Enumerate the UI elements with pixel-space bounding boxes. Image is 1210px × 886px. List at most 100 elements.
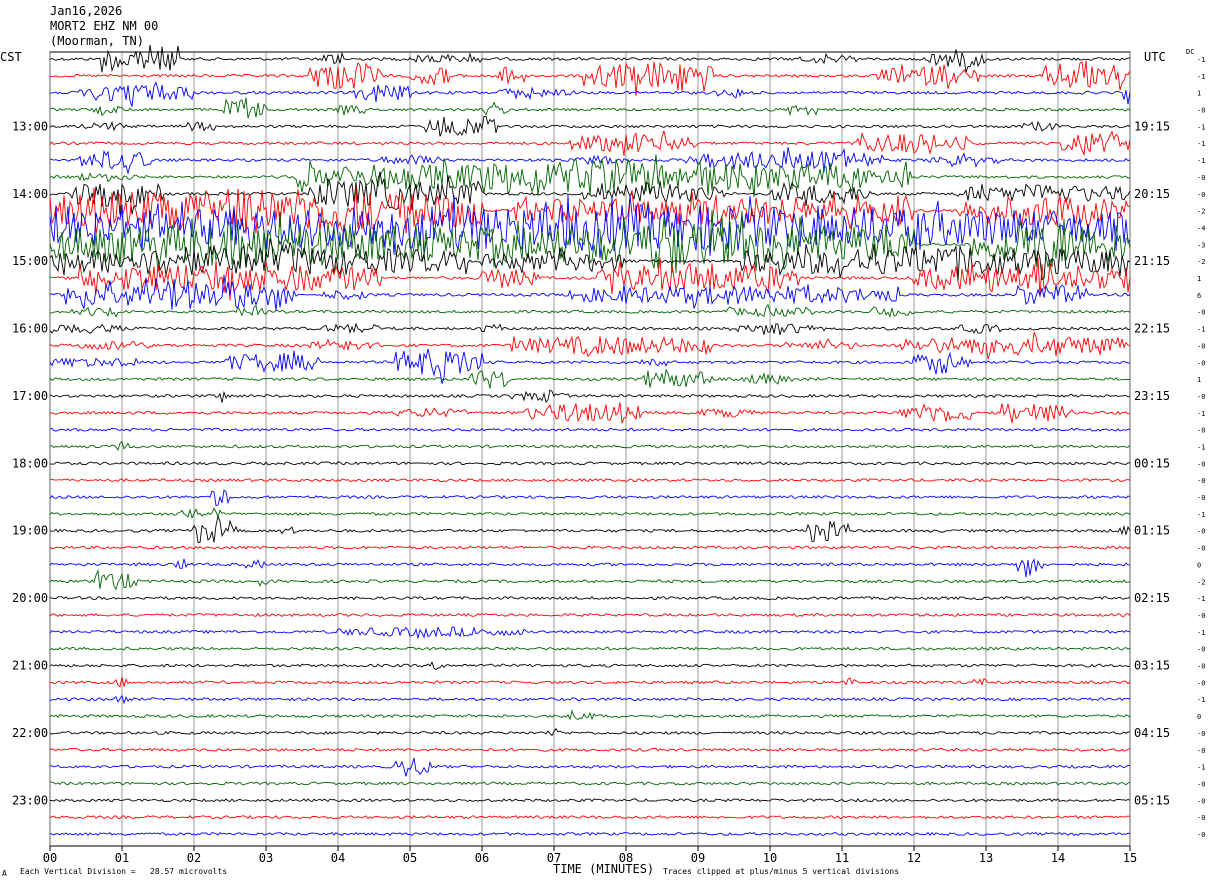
x-tick-label: 00 [43, 851, 57, 865]
dc-offset-label: -0 [1197, 747, 1205, 755]
dc-offset-label: -0 [1197, 663, 1205, 671]
cst-label: CST [0, 50, 22, 64]
dc-offset-label: -1 [1197, 73, 1205, 81]
dc-offset-label: -0 [1197, 107, 1205, 115]
dc-offset-label: -0 [1197, 831, 1205, 839]
trace-row [49, 209, 1131, 273]
left-hour-label: 19:00 [12, 524, 48, 538]
trace-row [49, 322, 1131, 336]
x-tick-label: 11 [835, 851, 849, 865]
dc-offset-label: -2 [1197, 578, 1205, 586]
trace-row [49, 515, 1131, 544]
trace-row [49, 676, 1131, 688]
trace-row [50, 303, 1131, 318]
dc-offset-label: -0 [1197, 545, 1205, 553]
chart-axes: 00 01 02 03 04 05 06 07 08 09 10 11 12 13 14 1513:0014:… [12, 56, 1205, 865]
trace-row [49, 274, 1131, 311]
dc-offset-label: -0 [1197, 528, 1205, 536]
dc-offset-label: 1 [1197, 90, 1201, 98]
plot-frame [49, 51, 1131, 847]
x-tick-label: 06 [475, 851, 489, 865]
right-hour-label: 19:15 [1134, 119, 1170, 133]
trace-row [49, 478, 1131, 483]
dc-label: DC [1186, 48, 1195, 56]
right-hour-label: 22:15 [1134, 322, 1170, 336]
right-hour-label: 20:15 [1134, 187, 1170, 201]
x-tick-label: 14 [1051, 851, 1065, 865]
dc-offset-label: -0 [1197, 359, 1205, 367]
dc-offset-label: -0 [1197, 797, 1205, 805]
dc-offset-label: -1 [1197, 444, 1205, 452]
right-hour-label: 04:15 [1134, 726, 1170, 740]
trace-row [49, 694, 1131, 705]
dc-offset-label: -0 [1197, 309, 1205, 317]
left-hour-label: 20:00 [12, 591, 48, 605]
dc-offset-label: 1 [1197, 275, 1201, 283]
trace-row [49, 348, 1131, 384]
right-hour-label: 05:15 [1134, 793, 1170, 807]
scale-note: Each Vertical Division = 28.57 microvolt… [20, 867, 228, 876]
left-hour-label: 16:00 [12, 322, 48, 336]
dc-offset-label: -0 [1197, 730, 1205, 738]
dc-offset-label: 1 [1197, 376, 1201, 384]
x-tick-label: 13 [979, 851, 993, 865]
trace-row [49, 815, 1131, 820]
dc-offset-label: -0 [1197, 814, 1205, 822]
dc-offset-label: -0 [1197, 780, 1205, 788]
trace-row [49, 389, 1131, 404]
dc-offset-label: -1 [1197, 326, 1205, 334]
dc-offset-label: -2 [1197, 208, 1205, 216]
trace-row [49, 709, 1131, 721]
trace-row [49, 81, 1131, 107]
dc-offset-label: -0 [1197, 393, 1205, 401]
dc-offset-label: -1 [1197, 764, 1205, 772]
dc-offset-label: -1 [1197, 511, 1205, 519]
dc-offset-label: -0 [1197, 427, 1205, 435]
dc-offset-label: -0 [1197, 646, 1205, 654]
trace-row [49, 238, 1131, 282]
dc-offset-label: -0 [1197, 460, 1205, 468]
x-tick-label: 04 [331, 851, 345, 865]
dc-offset-label: -4 [1197, 224, 1205, 232]
trace-row [49, 147, 1131, 175]
right-hour-label: 02:15 [1134, 591, 1170, 605]
trace-row [49, 545, 1131, 550]
dc-offset-label: 0 [1197, 561, 1201, 569]
trace-row [49, 757, 1131, 777]
x-tick-label: 03 [259, 851, 273, 865]
trace-row [49, 646, 1131, 651]
station-code: MORT2 EHZ NM 00 [50, 19, 159, 33]
x-tick-label: 15 [1123, 851, 1137, 865]
trace-row [49, 596, 1131, 601]
dc-offset-label: -1 [1197, 696, 1205, 704]
trace-row [49, 612, 1131, 618]
trace-row [49, 747, 1131, 752]
trace-row [49, 440, 1131, 452]
trace-row [49, 626, 1131, 639]
trace-row [49, 661, 1131, 671]
trace-row [49, 568, 1131, 591]
trace-row [50, 781, 1131, 786]
trace-row [49, 194, 1131, 259]
dc-offset-label: -0 [1197, 191, 1205, 199]
seismic-traces [49, 44, 1131, 837]
right-hour-label: 00:15 [1134, 456, 1170, 470]
dc-offset-label: -2 [1197, 258, 1205, 266]
left-hour-label: 18:00 [12, 456, 48, 470]
x-tick-label: 07 [547, 851, 561, 865]
x-tick-label: 12 [907, 851, 921, 865]
right-hour-label: 23:15 [1134, 389, 1170, 403]
left-hour-label: 22:00 [12, 726, 48, 740]
dc-offset-label: -0 [1197, 612, 1205, 620]
left-hour-label: 23:00 [12, 793, 48, 807]
dc-offset-label: -1 [1197, 123, 1205, 131]
right-hour-label: 03:15 [1134, 659, 1170, 673]
trace-row [49, 558, 1131, 578]
minute-grid [49, 51, 1131, 847]
trace-row [49, 130, 1131, 157]
dc-offset-label: -1 [1197, 140, 1205, 148]
trace-row [49, 798, 1131, 803]
chart-date: Jan16,2026 [50, 4, 123, 18]
x-tick-label: 10 [763, 851, 777, 865]
trace-row [49, 44, 1131, 73]
